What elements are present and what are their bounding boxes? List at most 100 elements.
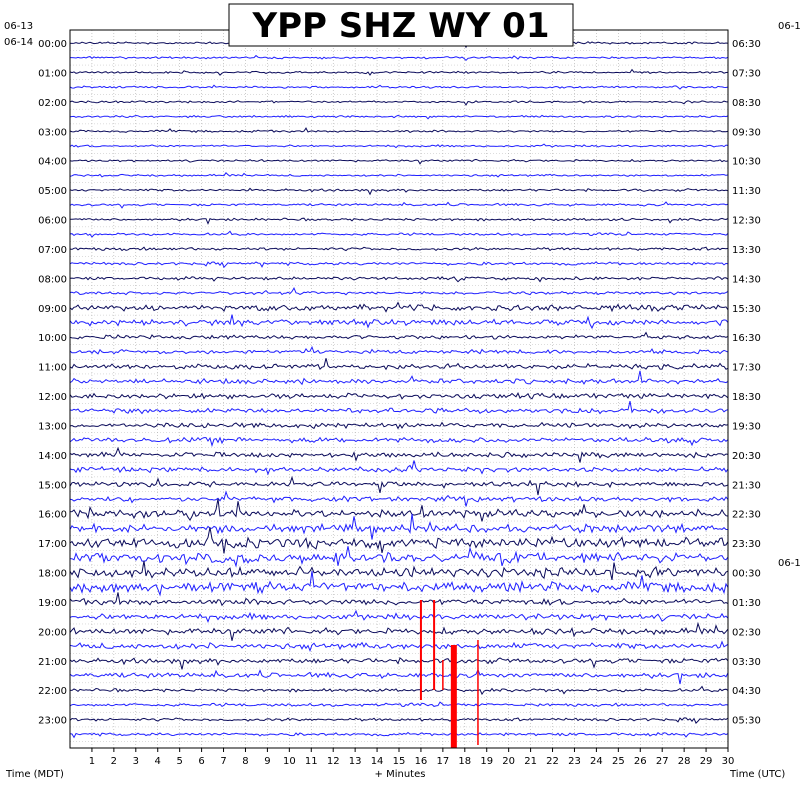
minute-tick-label: 9 <box>264 756 270 767</box>
event-markers <box>419 600 479 748</box>
left-axis-label: Time (MDT) <box>5 769 64 780</box>
minute-tick-label: 11 <box>305 756 318 767</box>
left-hour-label: 23:00 <box>38 716 67 727</box>
right-hour-label: 12:30 <box>732 216 761 227</box>
minute-tick-label: 23 <box>568 756 581 767</box>
trace-line <box>69 731 729 739</box>
trace-line <box>69 358 729 371</box>
right-hour-label: 16:30 <box>732 333 761 344</box>
left-hour-label: 11:00 <box>38 363 67 374</box>
left-hour-label: 22:00 <box>38 686 67 697</box>
right-hour-label: 02:30 <box>732 627 761 638</box>
left-hour-label: 18:00 <box>38 569 67 580</box>
minute-tick-label: 5 <box>176 756 182 767</box>
left-hour-label: 14:00 <box>38 451 67 462</box>
trace-line <box>69 460 729 476</box>
left-hour-label: 20:00 <box>38 627 67 638</box>
trace-line <box>69 446 729 463</box>
minute-tick-label: 2 <box>111 756 117 767</box>
title-box <box>228 3 574 47</box>
right-date-top: 06-1 <box>778 21 800 32</box>
trace-line <box>69 701 729 708</box>
left-hour-label: 09:00 <box>38 304 67 315</box>
minute-tick-label: 21 <box>524 756 537 767</box>
trace-line <box>69 657 729 670</box>
right-hour-label: 18:30 <box>732 392 761 403</box>
left-date-top: 06-13 <box>4 21 33 32</box>
trace-line <box>69 230 729 238</box>
minute-tick-label: 16 <box>415 756 428 767</box>
minute-tick-label: 28 <box>678 756 691 767</box>
trace-line <box>69 498 729 522</box>
left-hour-label: 17:00 <box>38 539 67 550</box>
trace-line <box>69 621 729 641</box>
trace-line <box>69 246 729 252</box>
trace-line <box>69 114 729 120</box>
left-hour-label: 03:00 <box>38 127 67 138</box>
right-hour-label: 13:30 <box>732 245 761 256</box>
trace-line <box>69 187 729 196</box>
right-hour-label: 19:30 <box>732 421 761 432</box>
minute-tick-label: 8 <box>242 756 248 767</box>
minute-tick-label: 15 <box>393 756 406 767</box>
trace-line <box>69 286 729 296</box>
right-hour-label: 15:30 <box>732 304 761 315</box>
trace-line <box>69 436 729 448</box>
left-hour-label: 05:00 <box>38 186 67 197</box>
trace-line <box>69 513 728 540</box>
trace-line <box>69 490 729 507</box>
trace-line <box>69 345 729 355</box>
trace-line <box>69 158 729 165</box>
trace-line <box>69 84 729 90</box>
trace-line <box>69 527 729 554</box>
trace-line <box>69 546 729 568</box>
left-hour-label: 00:00 <box>38 39 67 50</box>
minute-tick-label: 14 <box>371 756 384 767</box>
right-hour-label: 20:30 <box>732 451 761 462</box>
event-spike <box>433 600 436 690</box>
trace-line <box>70 54 729 61</box>
left-hour-label: 13:00 <box>38 421 67 432</box>
trace-line <box>69 640 729 653</box>
right-date-second: 06-1 <box>778 558 800 569</box>
minute-tick-label: 24 <box>590 756 603 767</box>
left-hour-label: 15:00 <box>38 480 67 491</box>
trace-line <box>69 370 729 386</box>
trace-line <box>69 331 729 340</box>
left-hour-label: 12:00 <box>38 392 67 403</box>
right-hour-label: 01:30 <box>732 598 761 609</box>
trace-line <box>69 609 729 623</box>
trace-line <box>70 217 729 225</box>
minute-tick-label: 3 <box>133 756 139 767</box>
right-hour-label: 04:30 <box>732 686 761 697</box>
trace-line <box>69 276 729 283</box>
x-axis-label: + Minutes <box>375 769 426 780</box>
right-hour-label: 09:30 <box>732 127 761 138</box>
trace-line <box>69 560 729 581</box>
right-hour-label: 08:30 <box>732 98 761 109</box>
seismic-traces <box>69 41 729 739</box>
trace-line <box>69 392 729 400</box>
trace-line <box>69 143 729 149</box>
trace-line <box>69 261 729 269</box>
minute-tick-label: 20 <box>502 756 515 767</box>
event-spike <box>450 645 457 748</box>
minute-tick-label: 12 <box>327 756 340 767</box>
trace-line <box>69 592 729 607</box>
right-hour-label: 06:30 <box>732 39 761 50</box>
right-hour-label: 17:30 <box>732 363 761 374</box>
axis-labels: 00:00 01:00 02:00 03:00 04:00 05:00 06:00 07:00… <box>38 39 761 767</box>
minute-tick-label: 26 <box>634 756 647 767</box>
minute-tick-label: 30 <box>722 756 735 767</box>
trace-line <box>69 172 729 178</box>
chart-title: YPP SHZ WY 01 <box>251 6 549 46</box>
right-hour-label: 07:30 <box>732 68 761 79</box>
trace-line <box>69 314 729 330</box>
left-hour-label: 16:00 <box>38 510 67 521</box>
minute-tick-label: 17 <box>436 756 449 767</box>
trace-line <box>69 400 729 415</box>
minute-tick-label: 10 <box>283 756 296 767</box>
right-hour-label: 00:30 <box>732 569 761 580</box>
